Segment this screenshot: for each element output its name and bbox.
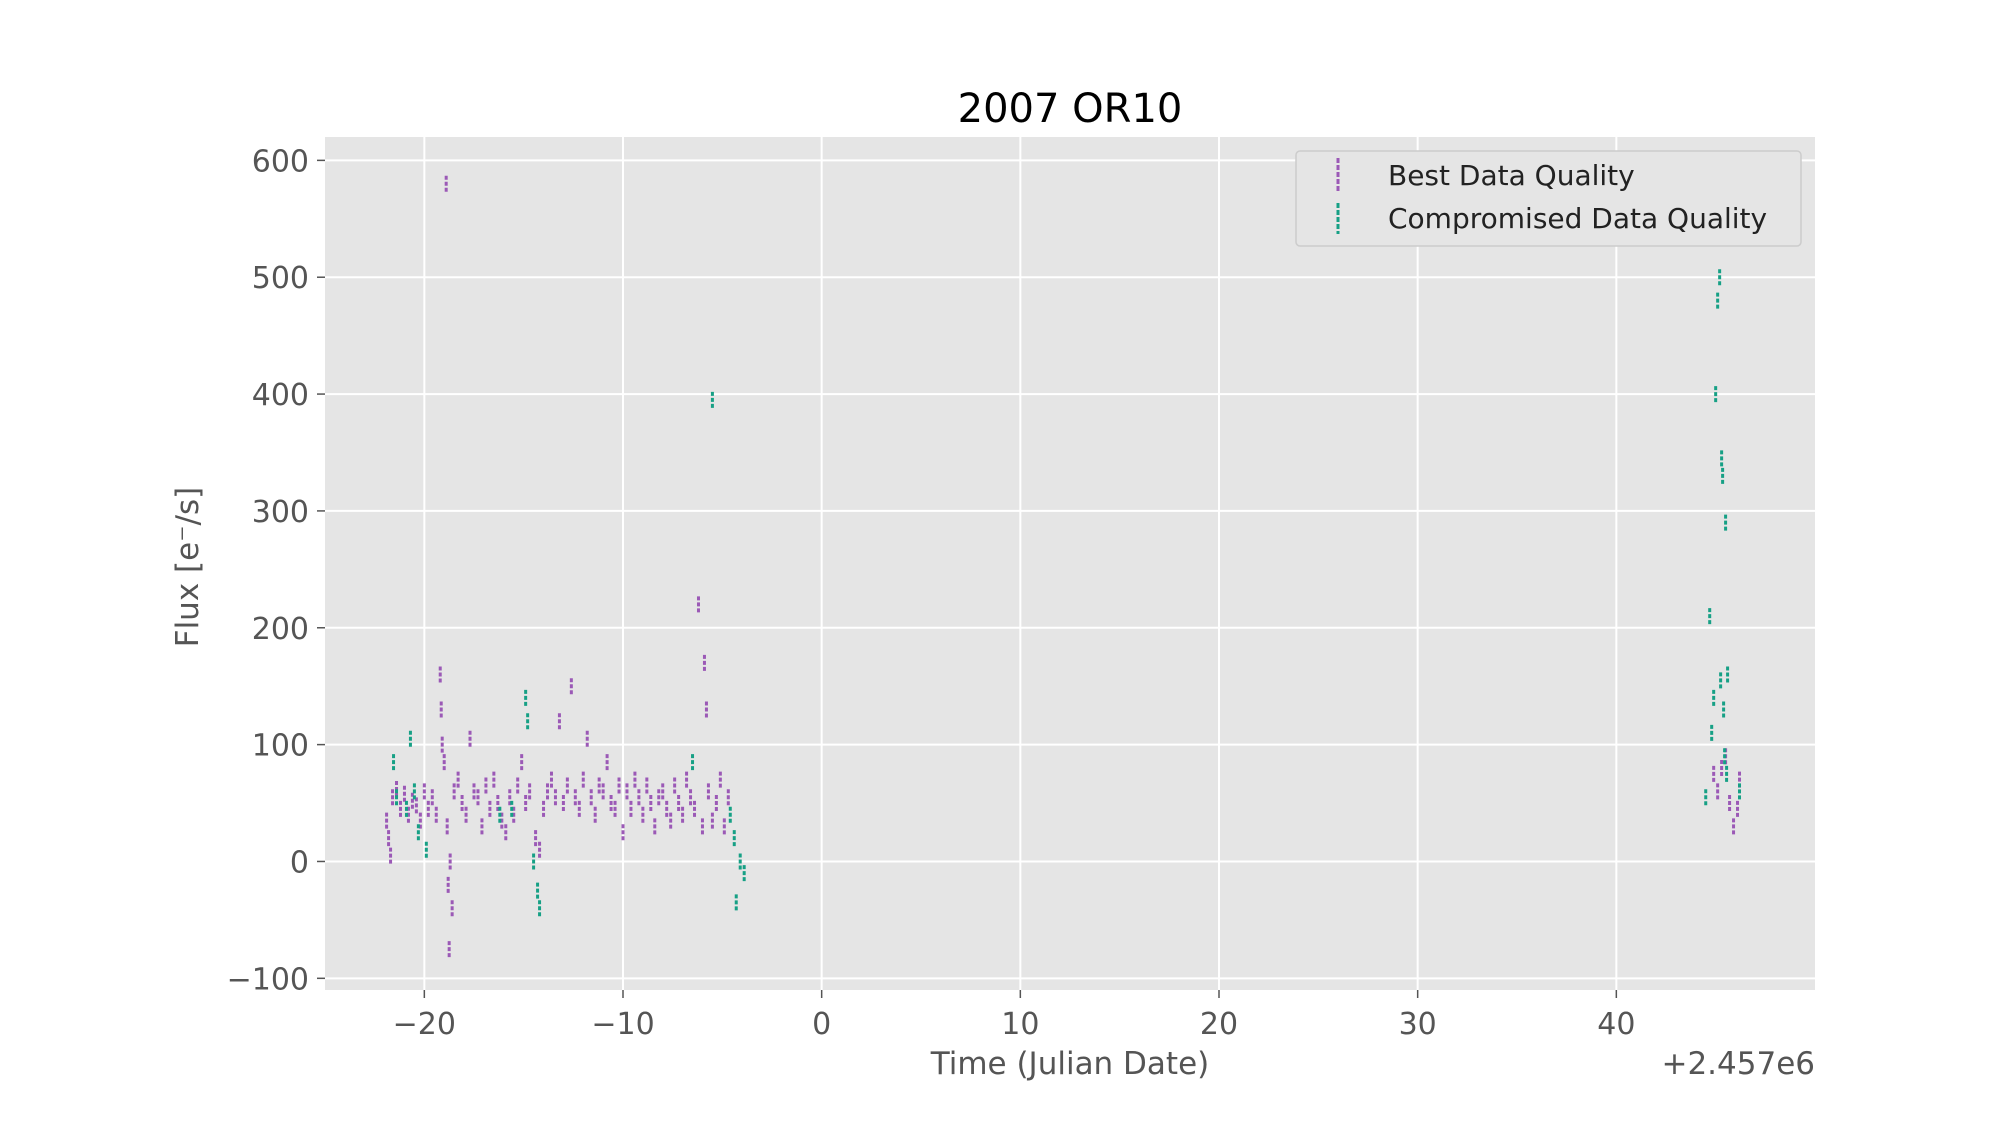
y-tick-label: 500: [252, 261, 309, 296]
x-tick-label: −10: [591, 1007, 654, 1042]
chart-title: 2007 OR10: [958, 86, 1183, 132]
x-tick-label: 20: [1200, 1007, 1238, 1042]
data-points: [385, 175, 1742, 958]
y-tick-label: 200: [252, 612, 309, 647]
y-tick-label: 400: [252, 378, 309, 413]
y-tick-label: 300: [252, 495, 309, 530]
x-tick-label: −20: [393, 1007, 456, 1042]
legend: Best Data Quality Compromised Data Quali…: [1295, 150, 1802, 247]
x-tick-label: 30: [1399, 1007, 1437, 1042]
plot-area: [325, 137, 1815, 990]
y-tick-label: 600: [252, 144, 309, 179]
legend-label-compromised-data-quality: Compromised Data Quality: [1388, 202, 1767, 235]
x-tick-label: 0: [812, 1007, 831, 1042]
y-axis-label: Flux [e⁻/s]: [170, 487, 206, 648]
y-tick-label: −100: [227, 962, 309, 997]
x-offset-label: +2.457e6: [1661, 1046, 1815, 1082]
y-tick-label: 0: [290, 845, 309, 880]
x-axis-label: Time (Julian Date): [930, 1046, 1210, 1082]
legend-box: [1295, 150, 1802, 247]
x-tick-label: 40: [1597, 1007, 1635, 1042]
grid-lines: [325, 137, 1815, 990]
series-compromised-data-quality: [392, 269, 1742, 917]
x-tick-label: 10: [1001, 1007, 1039, 1042]
legend-label-best-data-quality: Best Data Quality: [1388, 159, 1635, 192]
y-tick-label: 100: [252, 729, 309, 764]
